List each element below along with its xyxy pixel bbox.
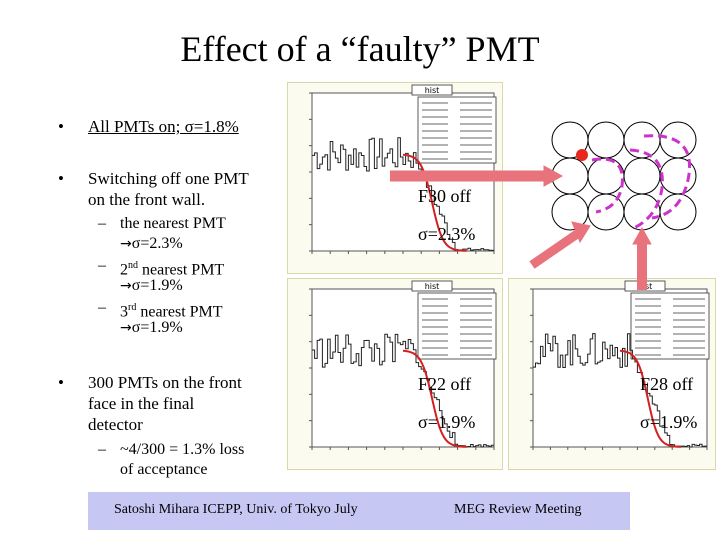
sub-text-line2: of acceptance — [120, 461, 208, 478]
arrow-head-f28 — [632, 226, 652, 245]
bullet-text: All PMTs on; σ=1.8% — [88, 117, 239, 136]
sub-bullet-2nd: – 2nd nearest PMT →σ=1.9% — [98, 256, 298, 296]
sub-bullet-acceptance: – ~4/300 = 1.3% loss of acceptance — [98, 440, 298, 480]
ordinal-number: 2 — [120, 261, 128, 279]
sub-text-line1: nearest PMT — [138, 261, 225, 279]
histogram-trace — [312, 137, 494, 252]
bullet-300-pmts: • 300 PMTs on the front face in the fina… — [58, 372, 288, 438]
pmt-grid — [551, 121, 697, 231]
fit-curve — [402, 153, 467, 252]
stats-box — [417, 292, 497, 360]
arrow-icon: → — [120, 236, 132, 252]
label-f30-off: F30 off — [418, 186, 472, 206]
sub-text-line1: ~4/300 = 1.3% loss — [120, 441, 245, 458]
sub-text-line1: the nearest PMT — [120, 215, 226, 232]
sub-text-line2: σ=1.9% — [131, 277, 183, 294]
pmt-circle — [587, 157, 625, 195]
sub-text-line2: σ=1.9% — [131, 319, 183, 336]
arrow-shaft-f22 — [529, 228, 583, 269]
sub-dash: – — [98, 215, 106, 232]
pmt-circle — [587, 121, 625, 159]
fit-curve — [619, 349, 681, 448]
footer-left: Satoshi Mihara ICEPP, Univ. of Tokyo Jul… — [114, 502, 358, 517]
bullet-text-line2: on the front wall. — [88, 190, 206, 209]
slide-title: Effect of a “faulty” PMT — [180, 29, 540, 69]
ordinal-suffix: rd — [128, 302, 137, 313]
footer-band — [88, 492, 630, 530]
plot-title-text: hist — [425, 86, 440, 95]
histogram-f22-off: hist — [287, 278, 503, 470]
arrow-icon: → — [120, 278, 132, 294]
sub-text-line2: σ=2.3% — [131, 235, 183, 252]
sub-dash: – — [98, 257, 106, 274]
histogram-f22-off-svg: hist — [309, 280, 497, 450]
stats-box — [630, 292, 710, 360]
dashed-arc-second — [629, 148, 664, 230]
plot-title-text: hist — [425, 282, 440, 291]
sigma-f30: σ=2.3% — [418, 224, 476, 244]
sub-bullet-nearest: – the nearest PMT →σ=2.3% — [98, 214, 298, 254]
label-f22-off: F22 off — [418, 374, 472, 394]
sigma-f22: σ=1.9% — [418, 412, 476, 432]
pmt-circle — [623, 157, 661, 195]
bullet-text-line3: detector — [88, 415, 143, 434]
red-dot-marker — [576, 149, 588, 161]
dashed-arc-third — [643, 134, 691, 220]
sigma-f28: σ=1.9% — [640, 412, 698, 432]
arrow-head-f22 — [571, 221, 591, 244]
bullet-text-line2: face in the final — [88, 394, 195, 413]
bullet-dot: • — [58, 373, 64, 392]
bullet-text-line1: Switching off one PMT — [88, 169, 249, 188]
bullet-all-pmts-on: • All PMTs on; σ=1.8% — [58, 116, 298, 138]
label-f28-off: F28 off — [640, 374, 694, 394]
pink-arrows — [390, 165, 652, 290]
sub-dash: – — [98, 441, 106, 458]
pmt-circle — [623, 121, 661, 159]
plot-title-box — [411, 280, 453, 292]
fit-curve — [402, 349, 467, 448]
bullet-switching-off: • Switching off one PMT on the front wal… — [58, 168, 298, 212]
pmt-circle — [659, 193, 697, 231]
sub-bullet-3rd: – 3rd nearest PMT →σ=1.9% — [98, 298, 298, 338]
dashed-arc-nearest — [591, 157, 624, 214]
footer-right: MEG Review Meeting — [454, 502, 582, 517]
plot-title-box — [411, 84, 453, 96]
sub-dash: – — [98, 299, 106, 316]
arrow-icon: → — [120, 320, 132, 336]
dashed-neighbor-arcs — [591, 134, 691, 230]
arrow-head-f30 — [543, 165, 564, 187]
bullet-dot: • — [58, 169, 64, 188]
ordinal-number: 3 — [120, 303, 128, 321]
sub-text-line1: nearest PMT — [136, 303, 223, 321]
pmt-diagram — [390, 121, 697, 290]
ordinal-suffix: nd — [128, 260, 138, 271]
bullet-text-line1: 300 PMTs on the front — [88, 373, 242, 392]
bullet-dot: • — [58, 117, 64, 136]
